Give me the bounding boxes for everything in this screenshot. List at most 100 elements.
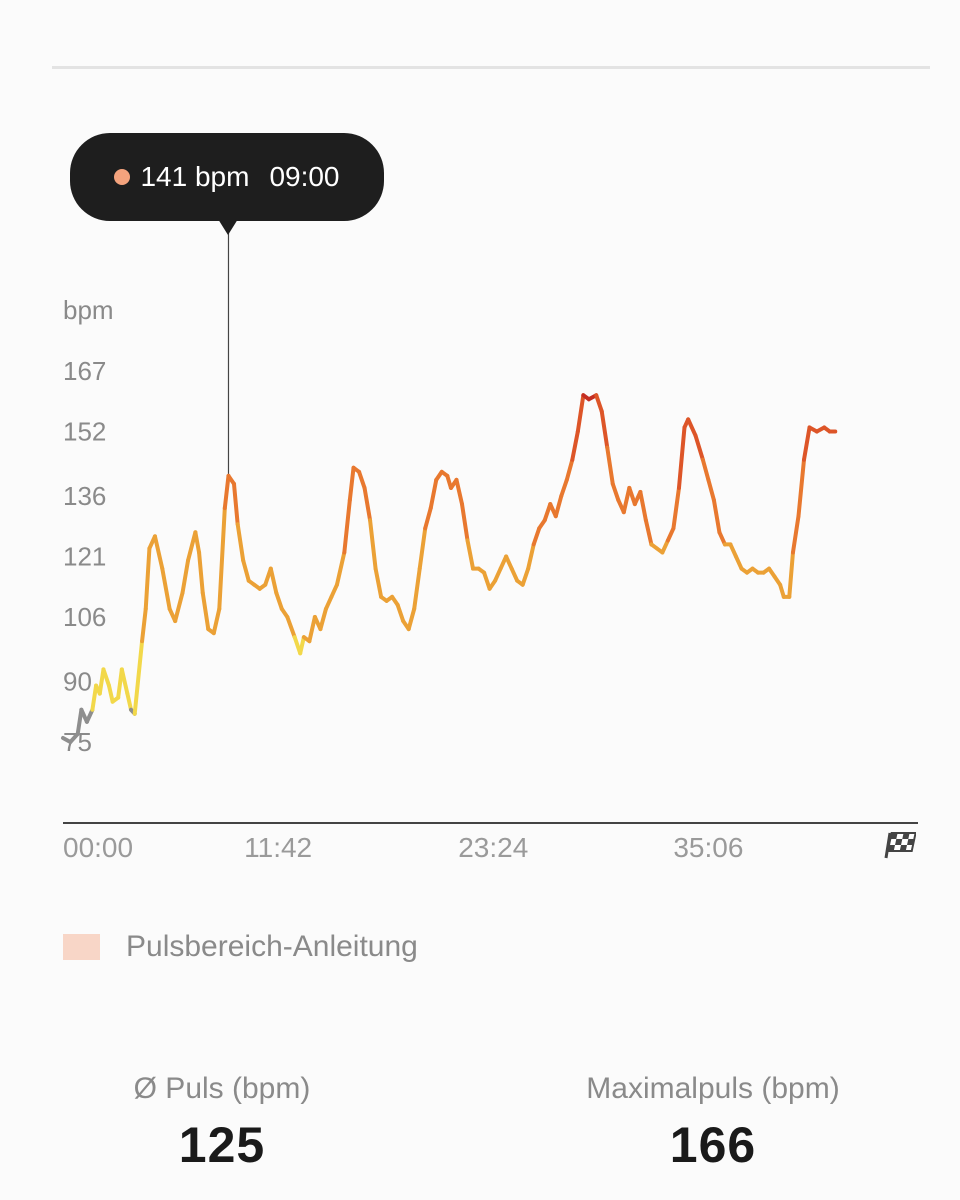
series-segment — [570, 429, 580, 462]
series-segment — [125, 691, 134, 712]
x-tick-label: 35:06 — [673, 832, 743, 863]
average-heart-rate-stat: Ø Puls (bpm) 125 — [22, 1072, 422, 1174]
legend-label: Pulsbereich-Anleitung — [126, 930, 418, 963]
x-tick-label: 00:00 — [63, 832, 133, 863]
checkered-flag-icon — [884, 832, 916, 859]
y-tick-label: 167 — [63, 356, 106, 386]
heart-rate-tooltip: 141 bpm 09:00 — [70, 133, 384, 221]
series-segment — [504, 554, 514, 571]
series-segment — [235, 522, 246, 563]
series-segment — [643, 518, 654, 547]
series-segment — [232, 481, 240, 527]
y-axis-unit-label: bpm — [63, 295, 114, 325]
series-segment — [454, 477, 464, 507]
series-segment — [180, 558, 191, 595]
series-segment — [274, 590, 284, 611]
y-tick-label: 106 — [63, 602, 106, 632]
series-segment — [638, 489, 648, 523]
legend-swatch — [63, 934, 100, 960]
series-segment — [728, 542, 738, 559]
average-heart-rate-label: Ø Puls (bpm) — [133, 1072, 311, 1105]
series-segment — [676, 425, 687, 490]
max-heart-rate-stat: Maximalpuls (bpm) 166 — [513, 1072, 913, 1174]
series-segment — [342, 498, 352, 555]
series-segment — [395, 602, 406, 624]
series-segment — [119, 667, 130, 696]
series-segment — [329, 582, 339, 599]
series-segment — [152, 534, 165, 571]
series-segment — [660, 538, 670, 555]
heart-rate-series — [61, 393, 838, 744]
series-segment — [493, 566, 503, 583]
series-segment — [790, 514, 801, 555]
series-segment — [132, 639, 145, 716]
series-segment — [186, 530, 198, 563]
x-tick-label: 23:24 — [458, 832, 528, 863]
series-segment — [559, 477, 569, 499]
series-segment — [412, 566, 422, 611]
zone-guide-legend[interactable]: Pulsbereich-Anleitung — [63, 930, 418, 964]
series-segment — [594, 393, 604, 414]
tooltip-time: 09:00 — [269, 161, 340, 192]
series-segment — [564, 457, 575, 482]
series-segment — [193, 530, 202, 555]
series-segment — [406, 606, 417, 632]
series-segment — [428, 477, 439, 511]
series-segment — [368, 518, 378, 571]
series-segment — [575, 393, 586, 434]
series-segment — [553, 494, 564, 519]
average-heart-rate-value: 125 — [178, 1117, 266, 1173]
series-segment — [140, 606, 148, 644]
series-segment — [160, 566, 172, 611]
series-segment — [90, 683, 99, 712]
series-segment — [211, 606, 222, 636]
series-segment — [717, 530, 727, 547]
series-segment — [307, 614, 317, 644]
series-segment — [323, 594, 334, 611]
y-tick-label: 90 — [63, 667, 92, 697]
series-segment — [796, 457, 806, 519]
series-segment — [173, 590, 185, 624]
tooltip-value: 141 bpm — [140, 161, 250, 192]
series-segment — [241, 558, 251, 583]
series-segment — [200, 590, 211, 632]
series-segment — [686, 417, 698, 438]
tooltip-dot-icon — [114, 169, 131, 185]
series-segment — [143, 546, 152, 611]
max-heart-rate-value: 166 — [669, 1117, 757, 1173]
series-segment — [711, 498, 722, 535]
series-segment — [693, 433, 705, 462]
series-segment — [605, 445, 615, 486]
series-segment — [347, 465, 356, 503]
series-segment — [531, 526, 542, 547]
y-tick-label: 136 — [63, 481, 106, 511]
series-segment — [482, 570, 492, 591]
series-segment — [268, 566, 279, 595]
series-segment — [671, 485, 681, 531]
series-segment — [621, 485, 632, 515]
series-segment — [520, 566, 531, 587]
series-segment — [334, 550, 347, 587]
series-segment — [222, 473, 231, 511]
x-tick-label: 11:42 — [244, 832, 312, 863]
series-segment — [357, 469, 367, 490]
y-tick-label: 121 — [63, 542, 106, 572]
max-heart-rate-label: Maximalpuls (bpm) — [586, 1072, 840, 1105]
series-segment — [84, 707, 95, 724]
series-segment — [509, 566, 520, 583]
series-segment — [197, 550, 205, 595]
series-segment — [423, 506, 433, 531]
series-segment — [298, 635, 306, 656]
series-segment — [417, 526, 428, 571]
series-segment — [802, 425, 812, 462]
y-tick-label: 152 — [63, 416, 106, 446]
series-segment — [106, 683, 115, 704]
series-segment — [700, 457, 711, 482]
top-divider — [52, 66, 930, 69]
series-segment — [706, 477, 716, 503]
series-segment — [285, 614, 297, 640]
series-segment — [362, 485, 373, 523]
series-segment — [610, 481, 621, 503]
series-segment — [787, 550, 795, 599]
